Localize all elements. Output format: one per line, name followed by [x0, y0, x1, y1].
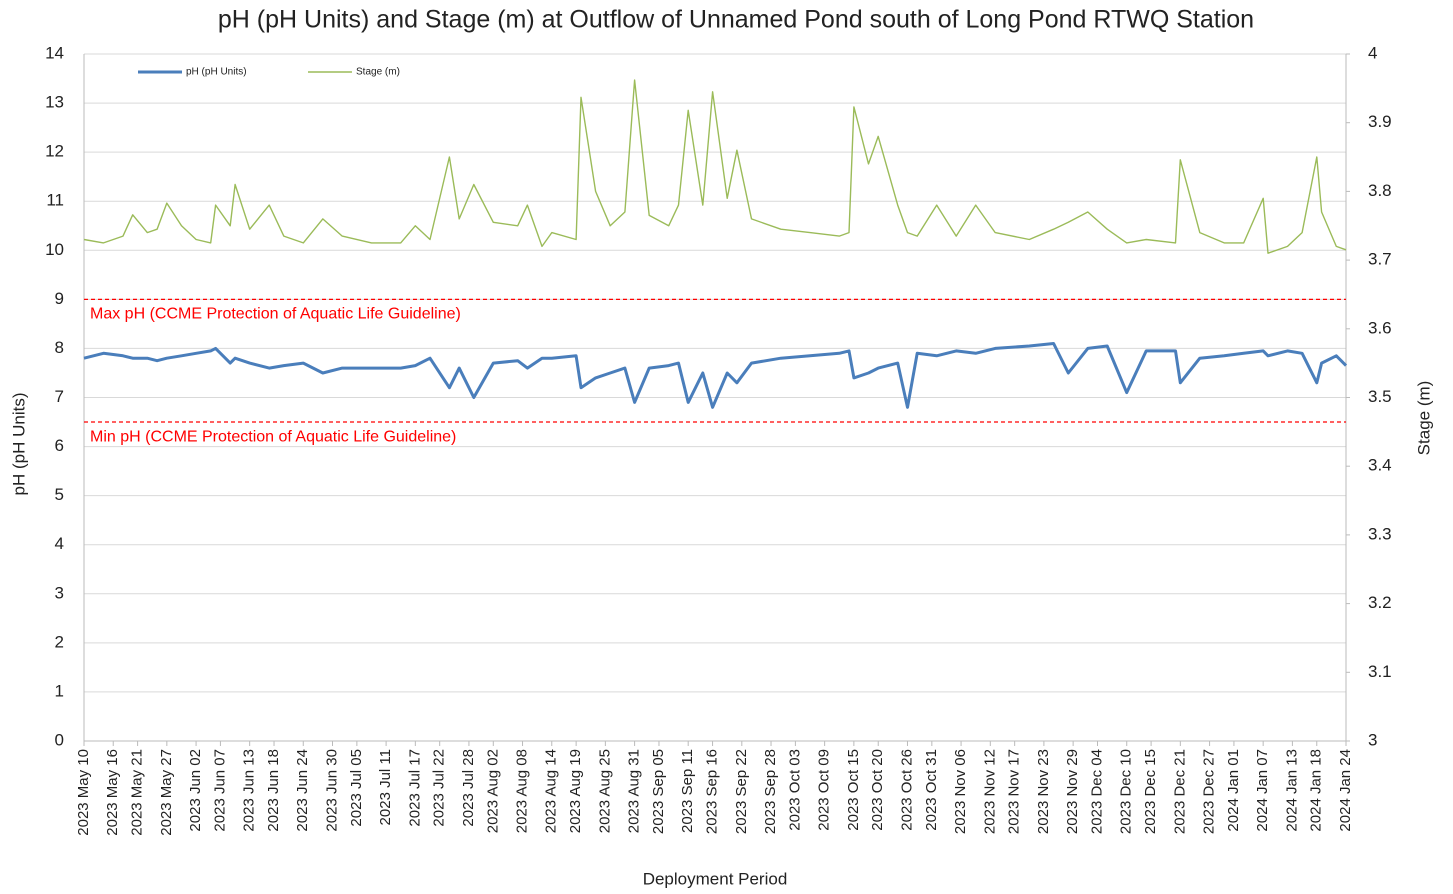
x-tick-label: 2023 Dec 10 [1118, 749, 1135, 834]
x-tick-label: 2023 Oct 31 [923, 749, 940, 831]
y-tick-label: 12 [45, 142, 64, 161]
legend-label: pH (pH Units) [186, 67, 247, 78]
x-tick-label: 2023 May 10 [75, 749, 92, 836]
x-tick-label: 2023 May 27 [158, 749, 175, 836]
x-tick-label: 2023 Sep 28 [762, 749, 779, 834]
y-tick-label: 3 [55, 583, 64, 602]
x-tick-label: 2023 Jun 07 [211, 749, 228, 832]
y-axis-label: pH (pH Units) [9, 393, 28, 496]
x-tick-label: 2023 Dec 15 [1142, 749, 1159, 834]
x-tick-label: 2024 Jan 07 [1254, 749, 1271, 832]
x-tick-label: 2024 Jan 13 [1283, 749, 1300, 832]
y-tick-label: 2 [55, 632, 64, 651]
y2-tick-label: 3.6 [1368, 318, 1392, 337]
x-tick-label: 2023 Aug 08 [514, 749, 531, 833]
y-tick-label: 6 [55, 436, 64, 455]
x-tick-label: 2023 Nov 23 [1035, 749, 1052, 834]
series-line [83, 342, 1348, 409]
y2-tick-label: 3.1 [1368, 662, 1392, 681]
y2-tick-label: 3.9 [1368, 112, 1392, 131]
x-tick-label: 2023 Jul 11 [377, 749, 394, 825]
x-tick-label: 2023 Dec 04 [1088, 749, 1105, 834]
x-tick-label: 2023 Nov 12 [981, 749, 998, 834]
y2-tick-label: 3.7 [1368, 250, 1392, 269]
x-tick-label: 2023 Aug 02 [484, 749, 501, 833]
x-tick-label: 2023 Jul 17 [406, 749, 423, 827]
y2-tick-label: 3.2 [1368, 593, 1392, 612]
x-tick-label: 2023 Sep 11 [679, 749, 696, 833]
x-tick-label: 2023 Aug 14 [543, 749, 560, 833]
x-tick-label: 2023 Dec 27 [1201, 749, 1218, 834]
y2-tick-label: 3.4 [1368, 456, 1392, 475]
x-tick-label: 2023 Dec 21 [1171, 749, 1188, 834]
x-tick-label: 2023 Jun 13 [241, 749, 258, 832]
y-tick-label: 13 [45, 93, 64, 112]
x-tick-label: 2023 Jun 24 [294, 749, 311, 832]
x-tick-label: 2023 Sep 22 [733, 749, 750, 834]
y-tick-label: 11 [46, 191, 64, 210]
reference-label: Max pH (CCME Protection of Aquatic Life … [90, 306, 461, 323]
x-tick-label: 2024 Jan 18 [1308, 749, 1325, 832]
y-tick-label: 1 [55, 681, 64, 700]
x-tick-label: 2023 May 21 [129, 749, 146, 836]
x-tick-label: 2024 Jan 24 [1337, 749, 1354, 832]
y-tick-label: 5 [55, 485, 64, 504]
x-axis-label: Deployment Period [643, 869, 788, 888]
x-tick-label: 2024 Jan 01 [1225, 749, 1242, 832]
x-tick-label: 2023 Jun 18 [265, 749, 282, 832]
x-tick-label: 2023 Aug 31 [626, 749, 643, 833]
x-tick-label: 2023 May 16 [104, 749, 121, 836]
y-tick-label: 4 [55, 534, 64, 553]
x-tick-label: 2023 Oct 20 [869, 749, 886, 831]
y-tick-label: 14 [45, 43, 64, 62]
x-tick-label: 2023 Jun 30 [323, 749, 340, 832]
x-tick-label: 2023 Sep 05 [650, 749, 667, 834]
x-tick-label: 2023 Aug 19 [567, 749, 584, 833]
reference-label: Min pH (CCME Protection of Aquatic Life … [90, 428, 456, 445]
y2-tick-label: 3.5 [1368, 387, 1392, 406]
chart-title: pH (pH Units) and Stage (m) at Outflow o… [218, 6, 1254, 34]
y2-tick-label: 3.3 [1368, 524, 1392, 543]
x-tick-label: 2023 Nov 17 [1006, 749, 1023, 834]
x-tick-label: 2023 Jul 05 [348, 749, 365, 827]
x-tick-label: 2023 Oct 03 [786, 749, 803, 831]
x-tick-label: 2023 Jul 22 [431, 749, 448, 827]
y2-tick-label: 3 [1368, 730, 1377, 749]
series-line [83, 79, 1347, 254]
x-tick-label: 2023 Sep 16 [704, 749, 721, 834]
y-tick-label: 0 [55, 730, 64, 749]
x-tick-label: 2023 Jun 02 [187, 749, 204, 832]
y2-axis-label: Stage (m) [1414, 381, 1433, 456]
x-tick-label: 2023 Aug 25 [596, 749, 613, 833]
x-tick-label: 2023 Oct 15 [845, 749, 862, 831]
x-tick-label: 2023 Oct 26 [898, 749, 915, 831]
x-tick-label: 2023 Jul 28 [460, 749, 477, 827]
x-tick-label: 2023 Nov 29 [1064, 749, 1081, 834]
y2-tick-label: 3.8 [1368, 181, 1392, 200]
y-tick-label: 10 [45, 240, 64, 259]
y-tick-label: 8 [55, 338, 64, 357]
y-tick-label: 7 [55, 387, 64, 406]
x-tick-label: 2023 Nov 06 [952, 749, 969, 834]
x-tick-label: 2023 Oct 09 [816, 749, 833, 831]
y-tick-label: 9 [55, 289, 64, 308]
legend-label: Stage (m) [356, 67, 400, 78]
y2-tick-label: 4 [1368, 43, 1377, 62]
